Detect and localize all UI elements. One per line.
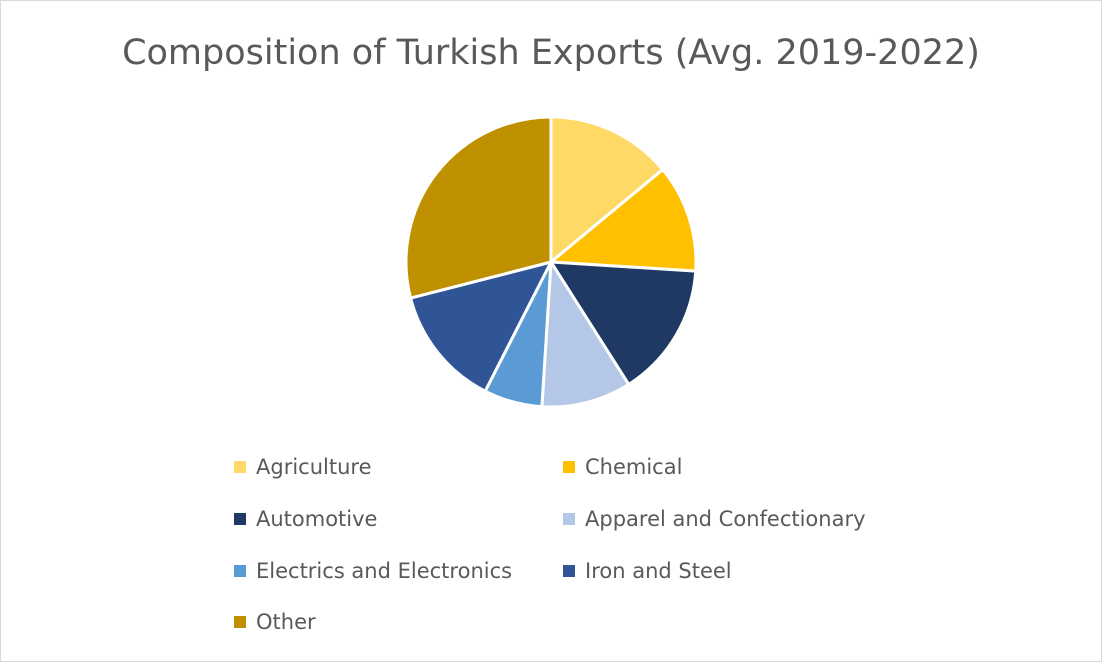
legend-swatch bbox=[234, 461, 246, 473]
pie-slice-agriculture bbox=[549, 115, 665, 264]
legend-label: Apparel and Confectionary bbox=[585, 507, 866, 531]
legend-swatch bbox=[234, 616, 246, 628]
legend-item: Agriculture bbox=[234, 452, 372, 482]
legend-swatch bbox=[234, 565, 246, 577]
legend-item: Iron and Steel bbox=[563, 556, 732, 586]
legend-label: Iron and Steel bbox=[585, 559, 732, 583]
legend-label: Other bbox=[256, 610, 316, 634]
pie-slice-iron-and-steel bbox=[409, 260, 553, 393]
legend-label: Agriculture bbox=[256, 455, 372, 479]
legend-swatch bbox=[563, 513, 575, 525]
legend-swatch bbox=[234, 513, 246, 525]
legend-label: Electrics and Electronics bbox=[256, 559, 513, 583]
legend-item: Electrics and Electronics bbox=[234, 556, 512, 586]
pie-slice-apparel-and-confectionary bbox=[540, 260, 631, 409]
legend-swatch bbox=[563, 565, 575, 577]
legend-label: Chemical bbox=[585, 455, 683, 479]
pie-slice-chemical bbox=[549, 168, 698, 273]
legend-item: Chemical bbox=[563, 452, 682, 482]
chart-title: Composition of Turkish Exports (Avg. 201… bbox=[122, 33, 980, 73]
legend-item: Other bbox=[234, 607, 316, 637]
legend-item: Automotive bbox=[234, 504, 377, 534]
legend-label: Automotive bbox=[256, 507, 378, 531]
legend-item: Apparel and Confectionary bbox=[563, 504, 866, 534]
legend-swatch bbox=[563, 461, 575, 473]
pie-slice-other bbox=[404, 115, 553, 300]
pie-slice-automotive bbox=[549, 260, 698, 386]
